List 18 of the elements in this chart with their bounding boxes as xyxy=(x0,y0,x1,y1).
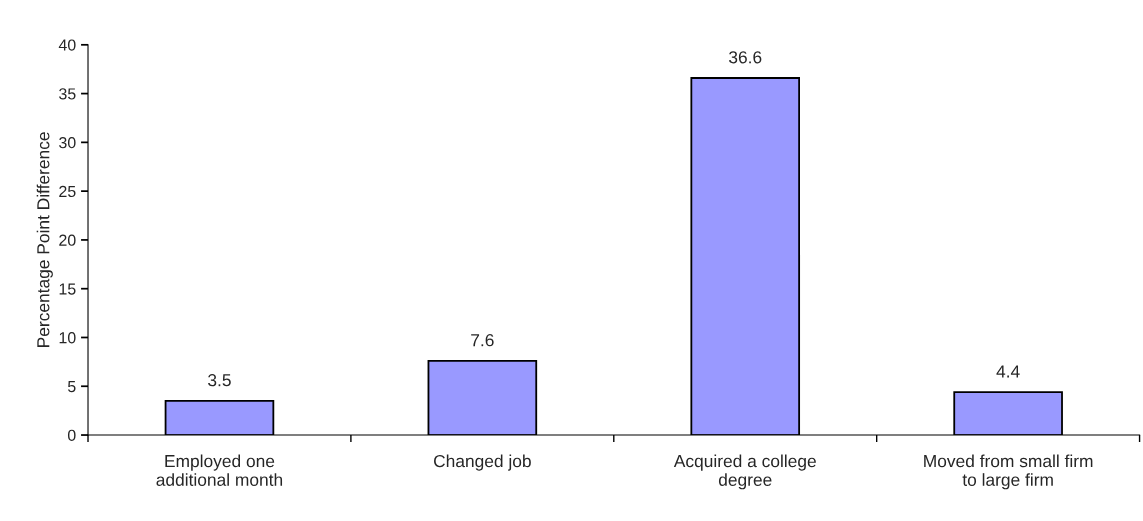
y-tick-label: 10 xyxy=(59,332,76,344)
y-tick-label: 0 xyxy=(67,429,76,441)
data-label: 7.6 xyxy=(471,334,494,347)
x-tick-label: Employed one additional month xyxy=(156,454,283,486)
y-tick-label: 35 xyxy=(59,88,76,100)
y-tick-label: 20 xyxy=(59,234,76,246)
y-axis-title: Percentage Point Difference xyxy=(36,132,53,347)
y-tick-label: 25 xyxy=(59,185,76,198)
x-tick-label: Acquired a college degree xyxy=(673,454,816,490)
x-tick-label: Changed job xyxy=(434,454,531,471)
y-tick-label: 40 xyxy=(58,39,76,51)
data-label: 36.6 xyxy=(729,51,762,64)
y-tick-label: 15 xyxy=(59,283,76,295)
data-label: 4.4 xyxy=(996,365,1020,378)
data-label: 3.5 xyxy=(208,374,231,387)
y-tick-label: 30 xyxy=(59,137,76,149)
x-tick-label: Moved from small firm to large firm xyxy=(924,454,1093,490)
y-tick-label: 5 xyxy=(67,381,76,393)
